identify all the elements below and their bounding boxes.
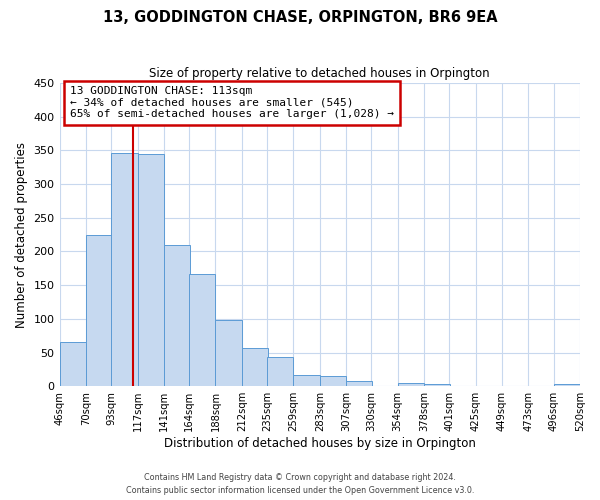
Bar (86, 236, 112, 386)
X-axis label: Distribution of detached houses by size in Orpington: Distribution of detached houses by size … (164, 437, 476, 450)
Title: Size of property relative to detached houses in Orpington: Size of property relative to detached ho… (149, 68, 490, 80)
Bar (164, 246, 190, 386)
Y-axis label: Number of detached properties: Number of detached properties (15, 142, 28, 328)
Text: 13, GODDINGTON CHASE, ORPINGTON, BR6 9EA: 13, GODDINGTON CHASE, ORPINGTON, BR6 9EA (103, 10, 497, 25)
Text: Contains HM Land Registry data © Crown copyright and database right 2024.
Contai: Contains HM Land Registry data © Crown c… (126, 474, 474, 495)
Bar (137, 154, 164, 386)
Text: 13 GODDINGTON CHASE: 113sqm
← 34% of detached houses are smaller (545)
65% of se: 13 GODDINGTON CHASE: 113sqm ← 34% of det… (70, 86, 394, 120)
Bar (111, 153, 137, 386)
Bar (554, 384, 580, 386)
Bar (59, 342, 86, 386)
Bar (398, 383, 424, 386)
Bar (346, 381, 373, 386)
Bar (215, 320, 242, 386)
Bar (424, 384, 451, 386)
Bar (242, 348, 268, 386)
Bar (189, 274, 215, 386)
Bar (293, 375, 320, 386)
Bar (320, 376, 346, 386)
Bar (267, 357, 293, 386)
